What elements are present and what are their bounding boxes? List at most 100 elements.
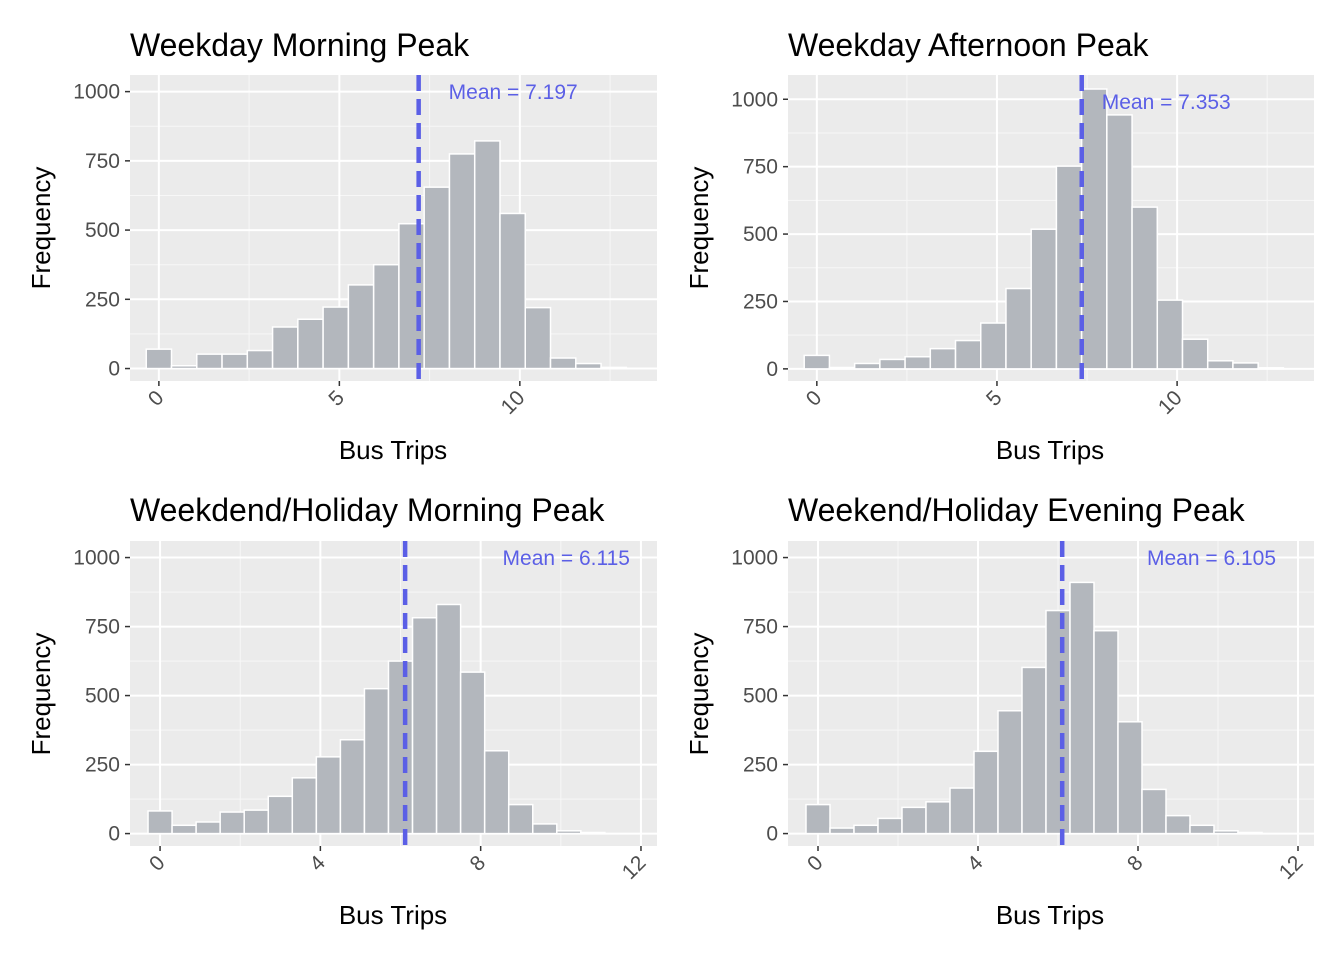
histogram-bar (973, 750, 999, 835)
histogram-bar (901, 806, 927, 835)
histogram-bar (580, 831, 606, 835)
histogram-bar (829, 827, 855, 835)
panel-1-major-gridlines (130, 75, 657, 381)
panel-1-y-tick-label: 500 (85, 219, 120, 242)
histogram-bar (411, 616, 438, 835)
histogram-bar (929, 347, 957, 370)
histogram-bar (196, 353, 223, 370)
histogram-bar (1117, 721, 1143, 835)
histogram-bar (473, 140, 501, 370)
histogram-bar (979, 322, 1007, 370)
panel-3-y-axis-title: Frequency (26, 633, 56, 756)
histogram-bar (147, 810, 173, 835)
histogram-bar (549, 357, 577, 370)
panel-4-x-axis-title: Bus Trips (996, 900, 1104, 930)
histogram-bar (243, 809, 270, 835)
panel-1-y-tick-label: 0 (108, 358, 120, 381)
panel-1-title: Weekday Morning Peak (130, 27, 470, 63)
panel-1-y-tick-label: 1000 (73, 81, 120, 104)
histogram-bar (1189, 824, 1215, 835)
panel-1: Weekday Morning Peak Mean = 7.197 0 250 … (26, 27, 657, 465)
panel-3-mean-label: Mean = 6.115 (503, 547, 630, 570)
histogram-bar (575, 362, 602, 370)
histogram-bar (1156, 299, 1184, 370)
panel-2-y-axis-title: Frequency (684, 167, 714, 290)
histogram-bar (195, 821, 221, 835)
histogram-bar (997, 710, 1023, 835)
panel-4-y-axis-title: Frequency (684, 633, 714, 756)
panel-4-y-tick-label: 750 (743, 616, 778, 639)
panel-2-mean-label: Mean = 7.353 (1102, 91, 1231, 114)
histogram-bar (532, 823, 558, 835)
panel-4-y-tick-label: 500 (743, 685, 778, 708)
histogram-bar (363, 687, 390, 835)
histogram-bar (1165, 814, 1191, 835)
panel-4-y-axis-ticks: 0 250 500 750 1000 (731, 547, 778, 846)
histogram-bar (221, 353, 249, 370)
panel-3-title: Weekdend/Holiday Morning Peak (130, 492, 605, 528)
histogram-bar (1257, 367, 1285, 370)
histogram-bar (524, 306, 552, 370)
panel-2-title: Weekday Afternoon Peak (788, 27, 1150, 63)
histogram-bar (507, 803, 534, 835)
panel-1-x-axis-title: Bus Trips (339, 435, 447, 465)
histogram-bar (297, 318, 324, 370)
panel-1-y-tick-label: 250 (85, 288, 120, 311)
panel-2-y-tick-label: 1000 (731, 88, 778, 111)
histogram-bar (1045, 609, 1071, 835)
histogram-bar (904, 355, 932, 370)
histogram-bar (1069, 581, 1095, 835)
histogram-bar (322, 306, 350, 370)
histogram-bar (372, 263, 400, 370)
panel-3-y-tick-label: 500 (85, 685, 120, 708)
histogram-bar (1206, 360, 1234, 370)
panel-2-bars (803, 88, 1285, 370)
histogram-bar (448, 153, 476, 370)
histogram-bar (347, 284, 375, 370)
histogram-bar (1141, 788, 1167, 835)
histogram-bar (291, 777, 318, 835)
histogram-bar (1106, 114, 1133, 370)
histogram-bar (1055, 165, 1083, 370)
histogram-bar (805, 803, 831, 835)
panel-2: Weekday Afternoon Peak Mean = 7.353 0 25… (684, 27, 1314, 465)
histogram-bar (1181, 338, 1209, 370)
histogram-bar (171, 824, 197, 835)
histogram-bar (954, 339, 982, 370)
histogram-bar (925, 801, 951, 835)
histogram-bar (315, 756, 342, 835)
panel-1-y-axis-title: Frequency (26, 167, 56, 290)
panel-3: Weekdend/Holiday Morning Peak Mean = 6.1… (26, 492, 657, 930)
histogram-bar (1005, 287, 1032, 370)
histogram-bar (483, 750, 510, 835)
panel-3-y-axis-ticks: 0 250 500 750 1000 (73, 547, 120, 846)
histogram-bar (1021, 666, 1047, 835)
histogram-bar (853, 362, 881, 370)
panel-2-y-tick-label: 500 (743, 223, 778, 246)
histogram-bar (387, 660, 414, 835)
histogram-bar (1237, 831, 1263, 835)
histogram-bar (877, 817, 903, 835)
histogram-bar (423, 186, 451, 370)
histogram-bar (803, 354, 831, 370)
histogram-bar (339, 738, 366, 835)
panel-3-y-tick-label: 0 (108, 823, 120, 846)
panel-4-title: Weekend/Holiday Evening Peak (788, 492, 1246, 528)
panel-3-y-tick-label: 1000 (73, 547, 120, 570)
histogram-bar (170, 365, 198, 370)
histogram-bar (879, 358, 906, 370)
panel-2-x-axis-title: Bus Trips (996, 435, 1104, 465)
panel-4: Weekend/Holiday Evening Peak Mean = 6.10… (684, 492, 1314, 930)
histogram-bar (1213, 830, 1239, 835)
histogram-bar (556, 830, 582, 835)
panel-3-bars (147, 603, 606, 835)
panel-2-y-tick-label: 750 (743, 156, 778, 179)
histogram-bar (459, 671, 486, 835)
histogram-bar (435, 603, 462, 835)
panel-4-y-tick-label: 1000 (731, 547, 778, 570)
histogram-bar (1080, 88, 1108, 370)
histogram-bar (145, 348, 173, 370)
panel-2-y-axis-ticks: 0 250 500 750 1000 (731, 88, 778, 381)
panel-3-y-tick-label: 250 (85, 754, 120, 777)
